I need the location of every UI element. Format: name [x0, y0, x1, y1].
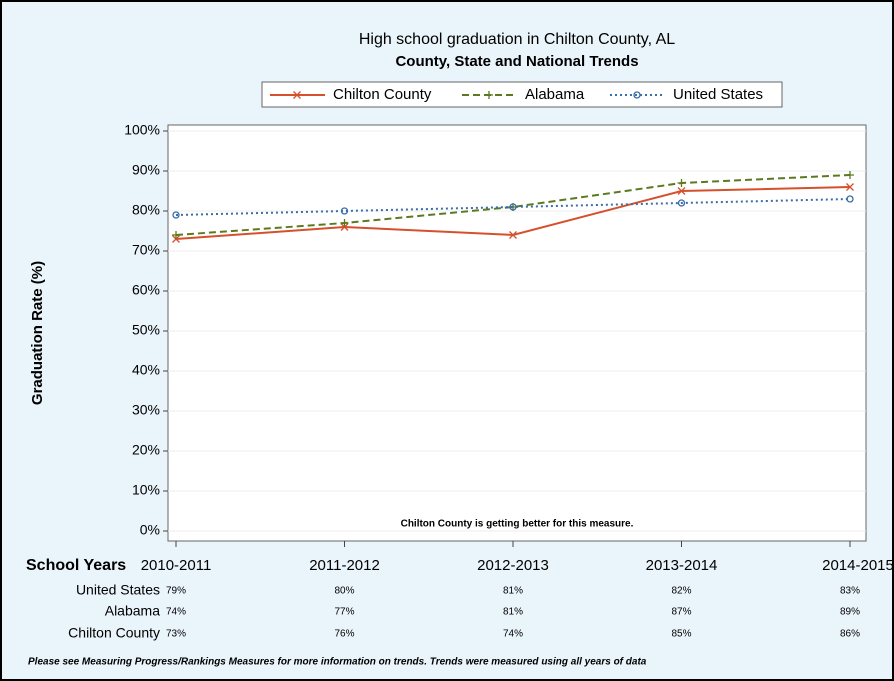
- table-row-label: United States: [76, 582, 160, 598]
- point: [172, 211, 180, 219]
- legend-label: United States: [673, 86, 763, 103]
- legend-marker: [633, 91, 641, 99]
- table-value: 77%: [334, 607, 354, 618]
- table-value: 89%: [840, 607, 860, 618]
- table-value: 81%: [503, 586, 523, 597]
- table-value: 76%: [334, 629, 354, 640]
- y-tick-label: 40%: [132, 362, 160, 378]
- legend-marker: [293, 91, 301, 99]
- y-axis-label: Graduation Rate (%): [29, 261, 46, 405]
- y-tick-label: 70%: [132, 242, 160, 258]
- x-tick-label: 2011-2012: [309, 557, 380, 574]
- table-value: 74%: [166, 607, 186, 618]
- point: [677, 199, 686, 207]
- table-value: 81%: [503, 607, 523, 618]
- plot-area: [167, 124, 867, 542]
- x-tick-label: 2013-2014: [646, 557, 718, 574]
- point: [677, 179, 686, 187]
- y-tick-label: 100%: [124, 122, 160, 138]
- x-tick-label: 2012-2013: [477, 557, 549, 574]
- chart-title: High school graduation in Chilton County…: [359, 31, 675, 48]
- annotation: Chilton County is getting better for thi…: [401, 519, 634, 530]
- x-axis-label: School Years: [26, 557, 126, 574]
- y-tick-label: 10%: [132, 482, 160, 498]
- y-tick-label: 80%: [132, 202, 160, 218]
- point: [509, 231, 517, 239]
- table-value: 74%: [503, 629, 523, 640]
- x-tick-label: 2014-2015: [822, 557, 894, 574]
- point: [340, 219, 349, 227]
- table-value: 79%: [166, 586, 186, 597]
- point: [846, 183, 854, 191]
- table-value: 73%: [166, 629, 186, 640]
- chart-subtitle: County, State and National Trends: [395, 53, 638, 70]
- table-value: 87%: [671, 607, 691, 618]
- table-value: 83%: [840, 586, 860, 597]
- point: [846, 171, 854, 179]
- legend: [261, 81, 783, 108]
- y-tick-label: 50%: [132, 322, 160, 338]
- table-value: 86%: [840, 629, 860, 640]
- x-tick-label: 2010-2011: [141, 557, 212, 574]
- y-tick-label: 0%: [140, 522, 160, 538]
- point: [677, 187, 686, 195]
- y-tick-label: 30%: [132, 402, 160, 418]
- series-line: [175, 198, 851, 216]
- point: [340, 207, 349, 215]
- y-tick-label: 20%: [132, 442, 160, 458]
- legend-marker: [485, 91, 493, 99]
- footnote: Please see Measuring Progress/Rankings M…: [28, 657, 647, 668]
- legend-label: Chilton County: [333, 86, 432, 103]
- table-row-label: Chilton County: [68, 625, 160, 641]
- table-value: 85%: [671, 629, 691, 640]
- table-value: 80%: [334, 586, 354, 597]
- y-tick-label: 90%: [132, 162, 160, 178]
- table-value: 82%: [671, 586, 691, 597]
- y-tick-label: 60%: [132, 282, 160, 298]
- legend-label: Alabama: [525, 86, 585, 103]
- point: [509, 203, 517, 211]
- series-line: [175, 174, 851, 236]
- point: [846, 195, 854, 203]
- point: [172, 231, 180, 239]
- table-row-label: Alabama: [105, 603, 160, 619]
